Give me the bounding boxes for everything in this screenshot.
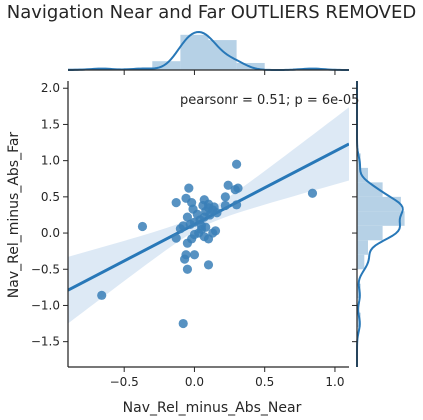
scatter-point (188, 204, 198, 214)
y-tick-label: 2.0 (41, 81, 60, 95)
top-marginal (67, 30, 350, 75)
scatter-point (220, 200, 230, 211)
y-hist-bar (357, 240, 368, 255)
scatter-point (199, 195, 209, 205)
scatter-point (184, 183, 194, 193)
scatter-point (196, 221, 207, 231)
scatter-point (223, 180, 233, 190)
main-plot-area: −0.5 0.0 0.5 1.0 −1.5 −1.0 −0.5 0.0 0.5 1.0 1.5 2.0 (31, 81, 349, 389)
scatter-point (178, 318, 188, 329)
x-hist-bar (152, 61, 181, 70)
y-hist-bar (357, 254, 365, 270)
y-tick-label: −1.5 (31, 335, 60, 349)
scatter-point (182, 212, 193, 222)
y-tick-label: 1.5 (41, 117, 60, 131)
pearson-annotation: pearsonr = 0.51; p = 6e-05 (180, 93, 359, 108)
y-hist-bar (357, 196, 401, 212)
y-tick-label: −0.5 (31, 262, 60, 276)
y-tick-label: 1.0 (41, 154, 60, 168)
scatter-point (233, 183, 243, 193)
scatter-point (307, 188, 318, 198)
y-tick-label: −1.0 (31, 298, 60, 312)
right-marginal (352, 81, 405, 367)
scatter-point (232, 200, 242, 210)
x-hist-bar (208, 40, 237, 70)
y-tick-label: 0.5 (41, 190, 60, 204)
y-hist-bar (357, 225, 383, 241)
scatter-point (181, 193, 191, 203)
chart-title: Navigation Near and Far OUTLIERS REMOVED (6, 2, 417, 23)
scatter-point (182, 264, 193, 274)
scatter-point (189, 250, 200, 260)
x-tick-label: 0.0 (185, 375, 204, 389)
x-kde-curve (67, 30, 350, 71)
scatter-point (171, 233, 181, 243)
x-tick-label: 0.5 (255, 375, 274, 389)
scatter-point (180, 254, 190, 264)
scatter-point (210, 226, 221, 236)
scatter-point (171, 198, 181, 208)
scatter-point (97, 290, 107, 300)
y-hist-bar (357, 211, 405, 226)
scatter-point (178, 221, 188, 231)
y-tick-label: 0.0 (41, 226, 60, 240)
x-tick-label: 1.0 (325, 375, 344, 389)
x-tick-label: −0.5 (110, 375, 139, 389)
x-axis-label: Nav_Rel_minus_Abs_Near (123, 400, 302, 416)
y-hist-bar (357, 182, 383, 197)
scatter-point (220, 192, 230, 202)
scatter-point (232, 159, 242, 169)
scatter-point (137, 221, 148, 232)
scatter-point (203, 260, 214, 270)
y-axis-label: Nav_Rel_minus_Abs_Far (6, 132, 22, 299)
